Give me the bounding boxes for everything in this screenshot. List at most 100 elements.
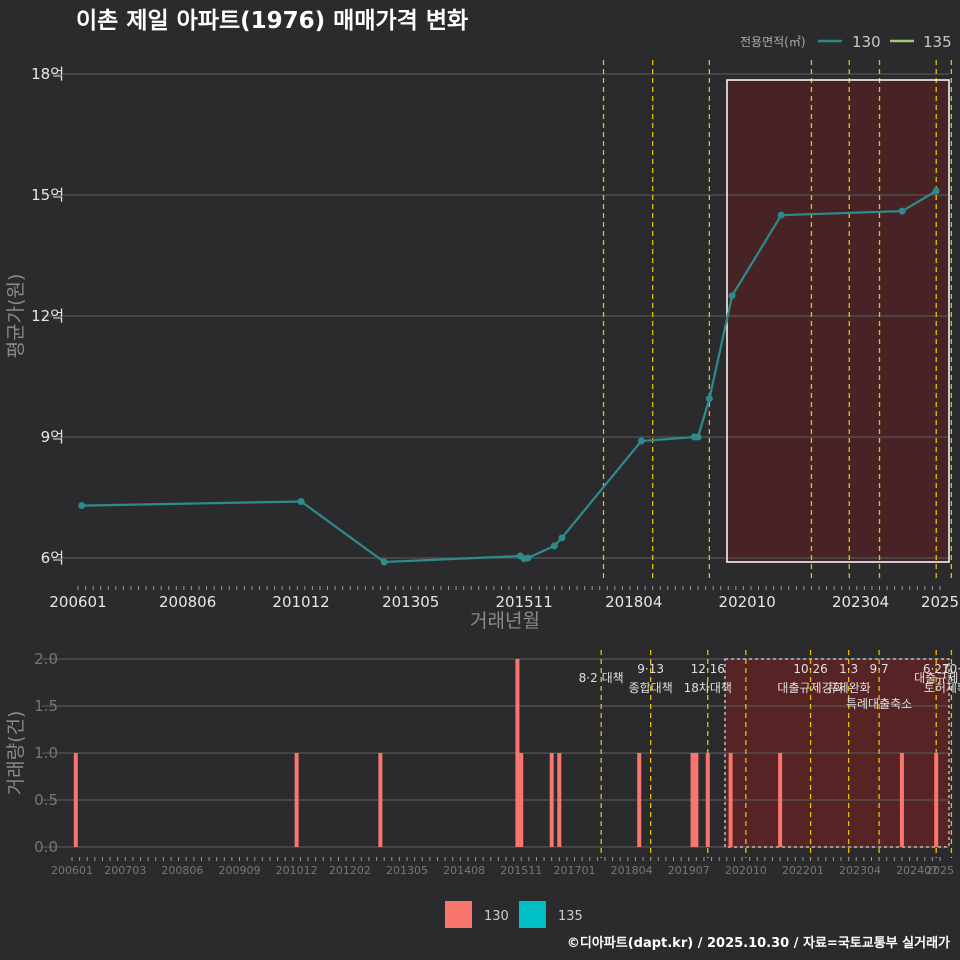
price-x-tick-label: 201804 (605, 593, 662, 611)
price-point-130 (777, 211, 785, 219)
volume-bar-130 (728, 753, 733, 847)
price-x-tick-label: 202010 (719, 593, 776, 611)
price-x-ticks: 200601 200806 201012 201305 201511 201804 2020… (49, 593, 959, 611)
policy-date-label: 10· (942, 662, 960, 676)
volume-x-tick-label: 2025 (926, 864, 954, 877)
price-point-130 (524, 554, 532, 562)
volume-bar-130 (73, 753, 78, 847)
price-y-tick-label: 6억 (41, 549, 64, 567)
chart-title: 이촌 제일 아파트(1976) 매매가격 변화 (76, 8, 468, 34)
price-x-minor-ticks (77, 586, 941, 590)
volume-x-minor-ticks (71, 857, 941, 861)
volume-bar-130 (378, 753, 383, 847)
volume-x-tick-label: 200806 (161, 864, 203, 877)
policy-name-label: 대출규제강화 (777, 681, 843, 695)
price-legend: 전용면적(㎡) 130 135 (740, 33, 952, 51)
price-point-130 (898, 207, 906, 215)
policy-annotations: 8·2 대책 9·13 종합대책 12·16 18차대책 10·26 대출규제강화 1·3 규제… (579, 662, 960, 711)
volume-y-ticks: 0.0 0.5 1.0 1.5 2.0 (34, 650, 58, 856)
volume-x-tick-label: 202010 (725, 864, 767, 877)
price-y-tick-label: 9억 (41, 428, 64, 446)
volume-policy-frame (724, 658, 950, 848)
legend-text-135: 135 (558, 909, 583, 924)
price-point-130 (550, 542, 558, 550)
legend-label-130: 130 (852, 33, 881, 51)
volume-x-tick-label: 202304 (839, 864, 881, 877)
price-y-tick-label: 18억 (31, 65, 64, 83)
price-line-130 (81, 190, 937, 564)
price-x-tick-label: 200806 (159, 593, 216, 611)
footer-credit: ©디아파트(dapt.kr) / 2025.10.30 / 자료=국토교통부 실… (567, 935, 950, 951)
price-y-tick-label: 12억 (31, 307, 64, 325)
volume-bar-130 (778, 753, 783, 847)
volume-x-tick-label: 201305 (386, 864, 428, 877)
price-point-130 (932, 187, 940, 195)
volume-x-ticks: 200601 200703 200806 200909 201012 201202 2013… (51, 864, 954, 877)
price-y-ticks: 6억 9억 12억 15억 18억 (31, 65, 64, 567)
volume-bar-130 (515, 659, 520, 847)
price-x-tick-label: 202304 (832, 593, 889, 611)
price-x-tick-label: 2025 (921, 593, 959, 611)
volume-x-tick-label: 201202 (329, 864, 371, 877)
volume-y-tick-label: 0.0 (34, 838, 58, 856)
volume-x-tick-label: 202407 (896, 864, 938, 877)
price-point-130 (558, 534, 566, 542)
price-x-tick-label: 201511 (495, 593, 552, 611)
price-point-130 (694, 433, 702, 441)
volume-bar-130 (637, 753, 642, 847)
price-point-130 (297, 498, 305, 506)
policy-date-label: 12·16 (691, 662, 725, 676)
price-point-130 (705, 395, 713, 403)
price-x-tick-label: 200601 (49, 593, 106, 611)
legend-swatch-135 (519, 901, 546, 928)
policy-name-label: 18차대책 (684, 680, 732, 695)
volume-x-tick-label: 201511 (500, 864, 542, 877)
volume-y-tick-label: 1.5 (34, 697, 58, 715)
volume-bar-130 (705, 753, 710, 847)
volume-y-axis-label: 거래량(건) (5, 711, 27, 796)
policy-date-label: 6·27 (923, 662, 950, 676)
volume-bar-130 (557, 753, 562, 847)
policy-name-label: 종합대책 (629, 680, 673, 695)
volume-x-tick-label: 200909 (219, 864, 261, 877)
policy-date-label: 9·13 (637, 662, 664, 676)
volume-panel: 8·2 대책 9·13 종합대책 12·16 18차대책 10·26 대출규제강화 1·3 규제… (5, 650, 960, 877)
volume-y-tick-label: 0.5 (34, 791, 58, 809)
price-x-tick-label: 201305 (382, 593, 439, 611)
volume-bar-130 (690, 753, 695, 847)
volume-bar-130 (934, 753, 939, 847)
policy-date-label: 9·7 (870, 662, 889, 676)
volume-bars (73, 659, 939, 847)
policy-name-label: 8·2 대책 (579, 670, 624, 685)
price-point-130 (637, 437, 645, 445)
price-policy-lines (602, 60, 952, 580)
legend-label-135: 135 (923, 33, 952, 51)
price-x-axis-label: 거래년월 (470, 610, 540, 632)
price-point-130 (728, 292, 736, 300)
policy-name-label: 특례대출축소 (846, 697, 912, 711)
volume-x-tick-label: 200703 (104, 864, 146, 877)
volume-legend: 130 135 (445, 901, 583, 928)
legend-swatch-130 (445, 901, 472, 928)
volume-bar-130 (294, 753, 299, 847)
policy-name-label: 토허제확대 (924, 681, 960, 695)
price-point-130 (78, 502, 86, 510)
volume-x-tick-label: 202201 (782, 864, 824, 877)
policy-date-label: 1·3 (839, 662, 858, 676)
price-y-tick-label: 15억 (31, 186, 64, 204)
volume-x-tick-label: 201408 (443, 864, 485, 877)
volume-x-tick-label: 201907 (668, 864, 710, 877)
volume-x-tick-label: 201804 (611, 864, 653, 877)
legend-title: 전용면적(㎡) (740, 35, 806, 49)
price-x-tick-label: 201012 (272, 593, 329, 611)
volume-y-tick-label: 1.0 (34, 744, 58, 762)
volume-y-tick-label: 2.0 (34, 650, 58, 668)
volume-bar-130 (519, 753, 524, 847)
volume-bar-130 (549, 753, 554, 847)
price-points (78, 187, 940, 566)
price-y-axis-label: 평균가(원) (5, 274, 27, 359)
price-point-130 (380, 558, 388, 566)
policy-date-label: 10·26 (793, 662, 827, 676)
